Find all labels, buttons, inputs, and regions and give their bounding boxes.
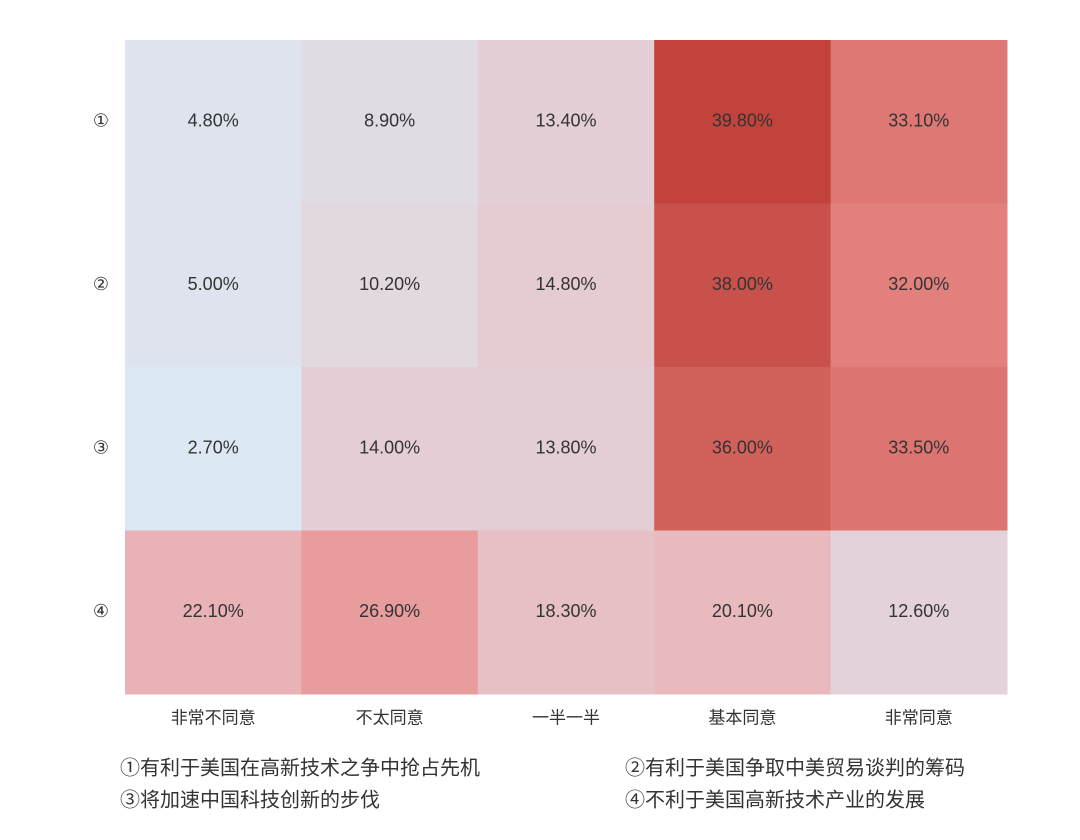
cell-label: 13.80% [535,438,596,458]
heatmap-cell [125,203,302,368]
heatmap-cell [301,367,479,531]
cell-label: 10.20% [359,274,420,294]
x-tick-label: 非常同意 [885,708,953,727]
heatmap-cell [830,40,1008,204]
cell-label: 13.40% [535,111,596,131]
heatmap-cell [654,203,832,368]
cell-label: 18.30% [535,601,596,621]
cell-label: 26.90% [359,601,420,621]
y-tick-label: ④ [93,601,109,621]
heatmap-cell [125,367,302,531]
heatmap-cell [477,367,655,531]
heatmap-cell [125,40,302,204]
annotation: ④不利于美国高新技术产业的发展 [625,788,925,811]
annotation: ③将加速中国科技创新的步伐 [120,788,380,811]
cell-label: 8.90% [364,111,415,131]
heatmap-cell [125,530,302,695]
cell-label: 22.10% [183,601,244,621]
y-tick-label: ③ [93,438,109,458]
y-tick-label: ② [93,274,109,294]
cell-label: 32.00% [888,274,949,294]
annotation: ②有利于美国争取中美贸易谈判的筹码 [625,756,965,779]
x-tick-label: 基本同意 [708,708,776,727]
heatmap-cell [477,530,655,695]
x-tick-label: 不太同意 [356,708,424,727]
cell-label: 14.80% [535,274,596,294]
y-tick-label: ① [93,111,109,131]
cell-label: 33.10% [888,111,949,131]
heatmap-cell [654,367,832,531]
heatmap-cell [477,203,655,368]
cell-label: 20.10% [712,601,773,621]
heatmap-cell [301,530,479,695]
cell-label: 4.80% [188,111,239,131]
cell-label: 2.70% [188,438,239,458]
cell-label: 5.00% [188,274,239,294]
cell-label: 38.00% [712,274,773,294]
cell-label: 39.80% [712,111,773,131]
heatmap-cell [830,530,1008,695]
cell-label: 14.00% [359,438,420,458]
heatmap-cell [654,530,832,695]
x-tick-label: 一半一半 [532,708,600,727]
annotation: ①有利于美国在高新技术之争中抢占先机 [120,756,480,779]
heatmap-cell [477,40,655,204]
heatmap-cell [654,40,832,204]
x-tick-label: 非常不同意 [171,708,256,727]
cell-label: 12.60% [888,601,949,621]
heatmap-cell [830,203,1008,368]
heatmap-cell [301,40,479,204]
cell-label: 33.50% [888,438,949,458]
heatmap-cell [301,203,479,368]
cell-label: 36.00% [712,438,773,458]
heatmap-cell [830,367,1008,531]
